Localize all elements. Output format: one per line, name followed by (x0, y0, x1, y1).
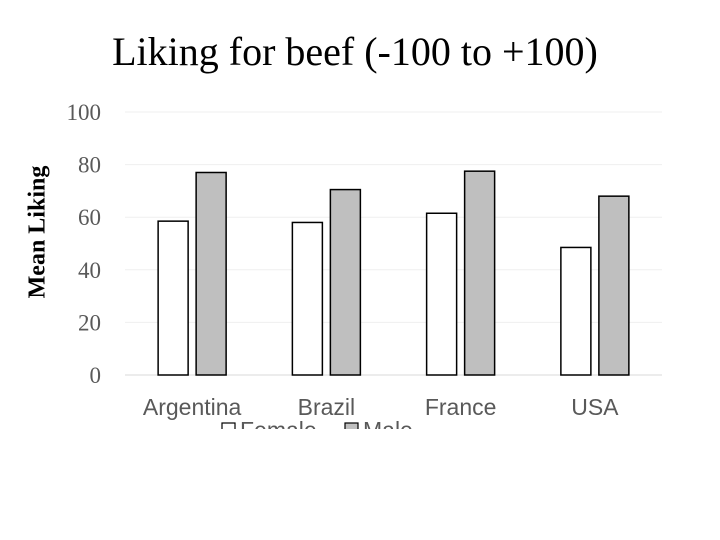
y-tick-label: 60 (78, 205, 101, 230)
x-tick-label: Argentina (143, 394, 242, 420)
legend-label: Male (363, 417, 413, 443)
y-tick-label: 40 (78, 258, 101, 283)
legend-label: Female (240, 417, 317, 443)
y-tick-label: 100 (67, 100, 102, 125)
bar-male (463, 170, 496, 376)
y-tick-label: 0 (90, 363, 102, 388)
x-tick-label: France (425, 394, 497, 420)
legend-swatch (344, 422, 359, 429)
bar-female (425, 212, 458, 376)
bar-female (560, 246, 592, 376)
bar-male (598, 195, 630, 376)
x-tick-label: USA (571, 394, 619, 420)
x-tick-label: Brazil (298, 394, 356, 420)
legend-swatch (221, 422, 236, 429)
bar-female (291, 221, 324, 376)
bar-male (195, 171, 227, 376)
bar-male (329, 188, 362, 376)
bar-female (157, 220, 189, 376)
y-tick-label: 80 (78, 153, 101, 178)
chart-title: Liking for beef (-100 to +100) (112, 29, 598, 74)
y-tick-label: 20 (78, 310, 101, 335)
